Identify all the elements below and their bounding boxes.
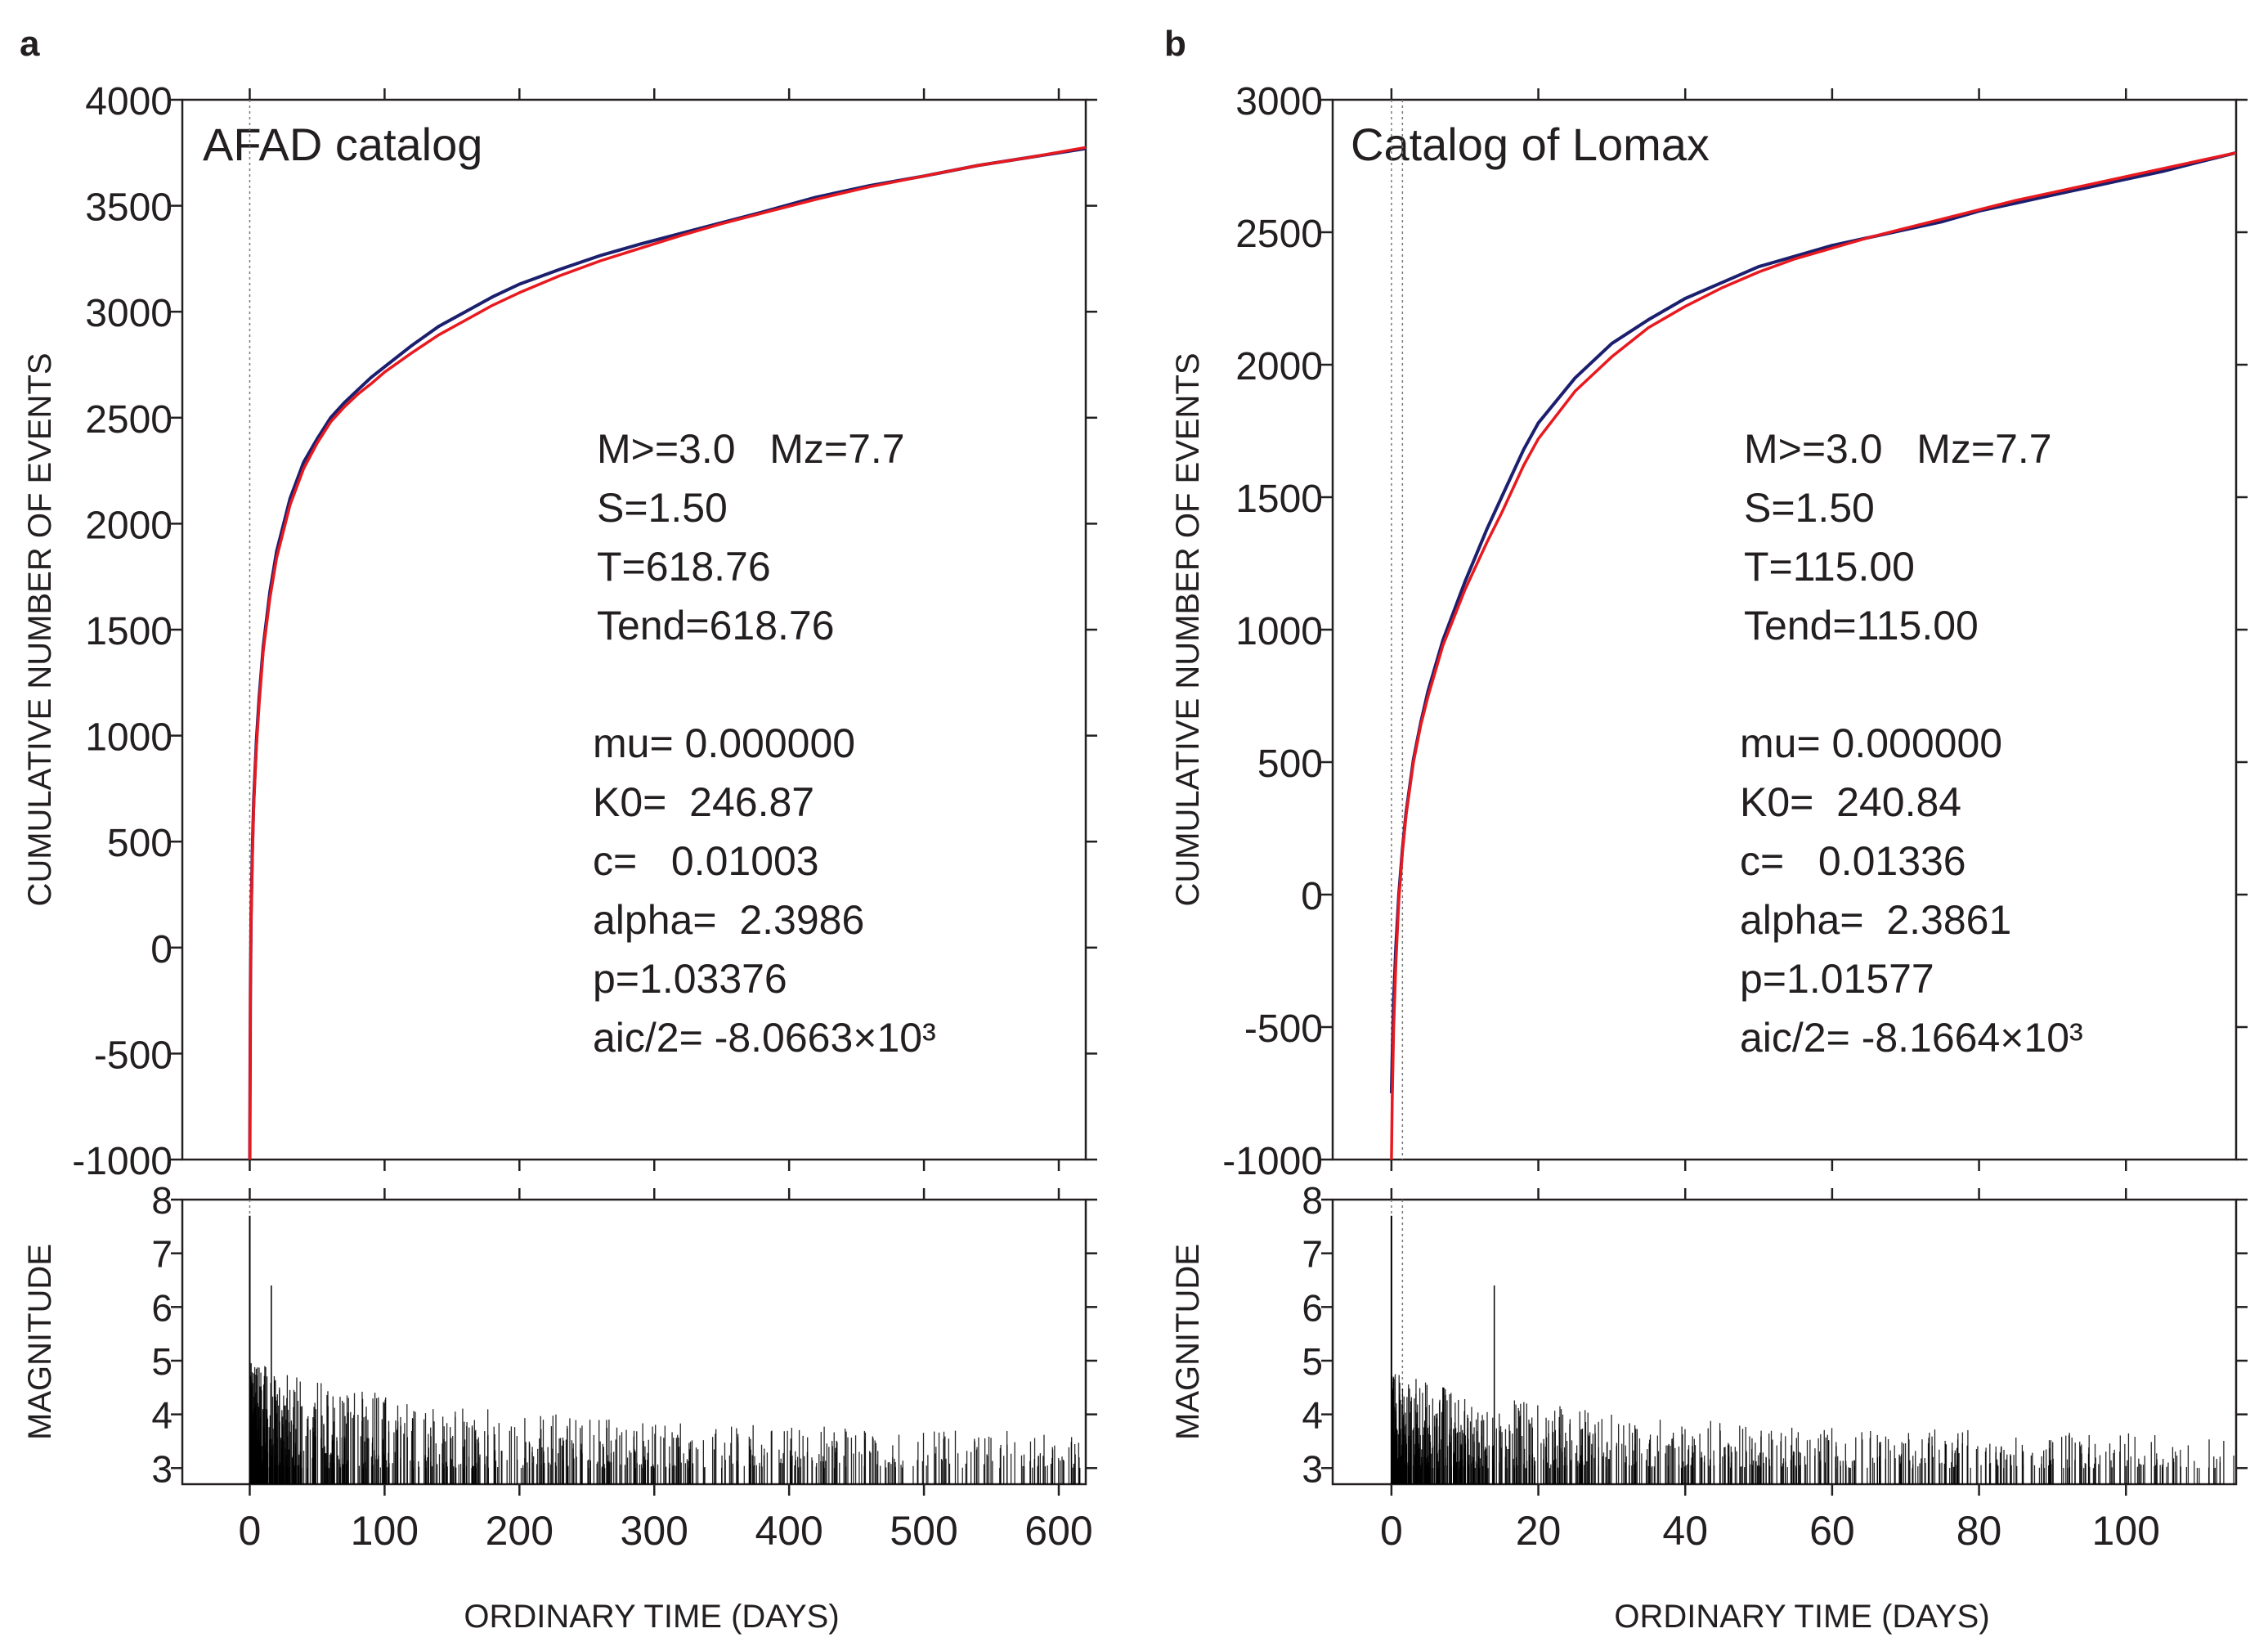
param-alpha-a: alpha= 2.3986 — [593, 897, 864, 943]
y-tick-label-b-8: 3000 — [1235, 80, 1323, 123]
y-tick-label-b-0: -1000 — [1222, 1140, 1323, 1183]
param-alpha-b: alpha= 2.3861 — [1740, 897, 2011, 943]
y-tick-label-a-8: 3000 — [85, 292, 173, 335]
y-tick-label-a-4: 1000 — [85, 716, 173, 760]
x-tick-label-b-4: 80 — [1956, 1508, 2002, 1554]
mag-y-tick-label-b-1: 4 — [1302, 1394, 1323, 1437]
y-tick-label-a-9: 3500 — [85, 186, 173, 230]
x-tick-label-a-3: 300 — [621, 1508, 688, 1554]
x-tick-label-a-4: 400 — [755, 1508, 822, 1554]
y-tick-label-a-10: 4000 — [85, 80, 173, 123]
x-tick-label-b-5: 100 — [2092, 1508, 2160, 1554]
param-c-b: c= 0.01336 — [1740, 838, 1966, 884]
x-axis-label-b: ORDINARY TIME (DAYS) — [1614, 1599, 1989, 1635]
x-tick-label-b-3: 60 — [1809, 1508, 1855, 1554]
y-tick-label-b-6: 2000 — [1235, 345, 1323, 388]
chart-title-a: AFAD catalog — [203, 119, 482, 170]
y-axis-label-magnitude-b: MAGNITUDE — [1170, 1244, 1206, 1440]
param-t-a: T=618.76 — [597, 544, 771, 590]
mag-y-tick-label-b-4: 7 — [1302, 1233, 1323, 1276]
mag-y-tick-label-a-3: 6 — [151, 1286, 173, 1329]
param-s-b: S=1.50 — [1744, 485, 1875, 531]
panel-a: a AFAD catalog CUMULATIVE NUMBER OF EVEN… — [20, 24, 1097, 1635]
mag-y-tick-label-b-0: 3 — [1302, 1447, 1323, 1490]
x-tick-label-b-1: 20 — [1516, 1508, 1562, 1554]
mag-y-tick-label-a-1: 4 — [151, 1394, 173, 1437]
mag-y-tick-label-a-4: 7 — [151, 1233, 173, 1276]
y-axis-label-cumulative-a: CUMULATIVE NUMBER OF EVENTS — [22, 352, 58, 906]
model-line-b — [1390, 151, 2237, 1160]
y-tick-label-b-2: 0 — [1301, 875, 1323, 918]
param-c-a: c= 0.01003 — [593, 838, 819, 884]
x-tick-label-b-0: 0 — [1380, 1508, 1403, 1554]
param-p-b: p=1.01577 — [1740, 956, 1934, 1002]
param-t-b: T=115.00 — [1744, 544, 1915, 590]
param-k0-b: K0= 240.84 — [1740, 779, 1961, 825]
y-tick-label-a-1: -500 — [94, 1034, 173, 1077]
param-p-a: p=1.03376 — [593, 956, 787, 1002]
x-tick-label-b-2: 40 — [1662, 1508, 1708, 1554]
observed-line-a — [248, 146, 1087, 1160]
y-tick-label-b-4: 1000 — [1235, 610, 1323, 653]
param-tend-a: Tend=618.76 — [597, 603, 835, 648]
chart-title-b: Catalog of Lomax — [1351, 119, 1710, 170]
model-line-a — [248, 146, 1087, 1160]
y-tick-label-a-5: 1500 — [85, 610, 173, 653]
y-axis-label-cumulative-b: CUMULATIVE NUMBER OF EVENTS — [1170, 352, 1206, 906]
y-tick-label-b-7: 2500 — [1235, 213, 1323, 256]
magnitude-spikes-b — [1391, 1374, 2234, 1484]
x-tick-label-a-0: 0 — [239, 1508, 262, 1554]
panel-label-a: a — [20, 24, 40, 64]
param-s-a: S=1.50 — [597, 485, 728, 531]
mag-y-tick-label-b-2: 5 — [1302, 1340, 1323, 1383]
param-aic-b: aic/2= -8.1664×10³ — [1740, 1015, 2083, 1061]
param-aic-a: aic/2= -8.0663×10³ — [593, 1015, 936, 1061]
y-tick-label-a-3: 500 — [107, 822, 173, 865]
x-tick-label-a-2: 200 — [486, 1508, 554, 1554]
annotation-block-b: M>=3.0 Mz=7.7 S=1.50 T=115.00 Tend=115.0… — [1740, 426, 2083, 1061]
y-tick-label-b-5: 1500 — [1235, 478, 1323, 521]
param-tend-b: Tend=115.00 — [1744, 603, 1979, 648]
param-k0-a: K0= 246.87 — [593, 779, 814, 825]
x-tick-label-a-5: 500 — [890, 1508, 957, 1554]
annotation-block-a: M>=3.0 Mz=7.7 S=1.50 T=618.76 Tend=618.7… — [593, 426, 936, 1061]
x-tick-label-a-6: 600 — [1024, 1508, 1092, 1554]
y-axis-label-magnitude-a: MAGNITUDE — [22, 1244, 58, 1440]
param-mag-threshold-a: M>=3.0 Mz=7.7 — [597, 426, 905, 472]
mag-y-tick-label-b-3: 6 — [1302, 1286, 1323, 1329]
param-mu-a: mu= 0.000000 — [593, 720, 855, 766]
y-tick-label-a-2: 0 — [150, 928, 173, 971]
y-tick-label-a-6: 2000 — [85, 504, 173, 547]
panel-b: b Catalog of Lomax CUMULATIVE NUMBER OF … — [1164, 24, 2248, 1635]
mag-y-tick-label-a-0: 3 — [151, 1447, 173, 1490]
mag-y-tick-label-a-2: 5 — [151, 1340, 173, 1383]
magnitude-spikes-a — [249, 1362, 1081, 1484]
magnitude-plot-frame-b — [1331, 1198, 2238, 1486]
mag-y-tick-label-a-5: 8 — [151, 1179, 173, 1222]
y-tick-label-a-0: -1000 — [72, 1140, 173, 1183]
param-mu-b: mu= 0.000000 — [1740, 720, 2002, 766]
panel-label-b: b — [1164, 24, 1186, 64]
x-tick-label-a-1: 100 — [351, 1508, 419, 1554]
y-tick-label-b-1: -500 — [1244, 1007, 1323, 1051]
x-axis-label-a: ORDINARY TIME (DAYS) — [464, 1599, 839, 1635]
y-tick-label-a-7: 2500 — [85, 398, 173, 442]
param-mag-threshold-b: M>=3.0 Mz=7.7 — [1744, 426, 2052, 472]
mag-y-tick-label-b-5: 8 — [1302, 1179, 1323, 1222]
y-tick-label-b-3: 500 — [1257, 743, 1323, 786]
